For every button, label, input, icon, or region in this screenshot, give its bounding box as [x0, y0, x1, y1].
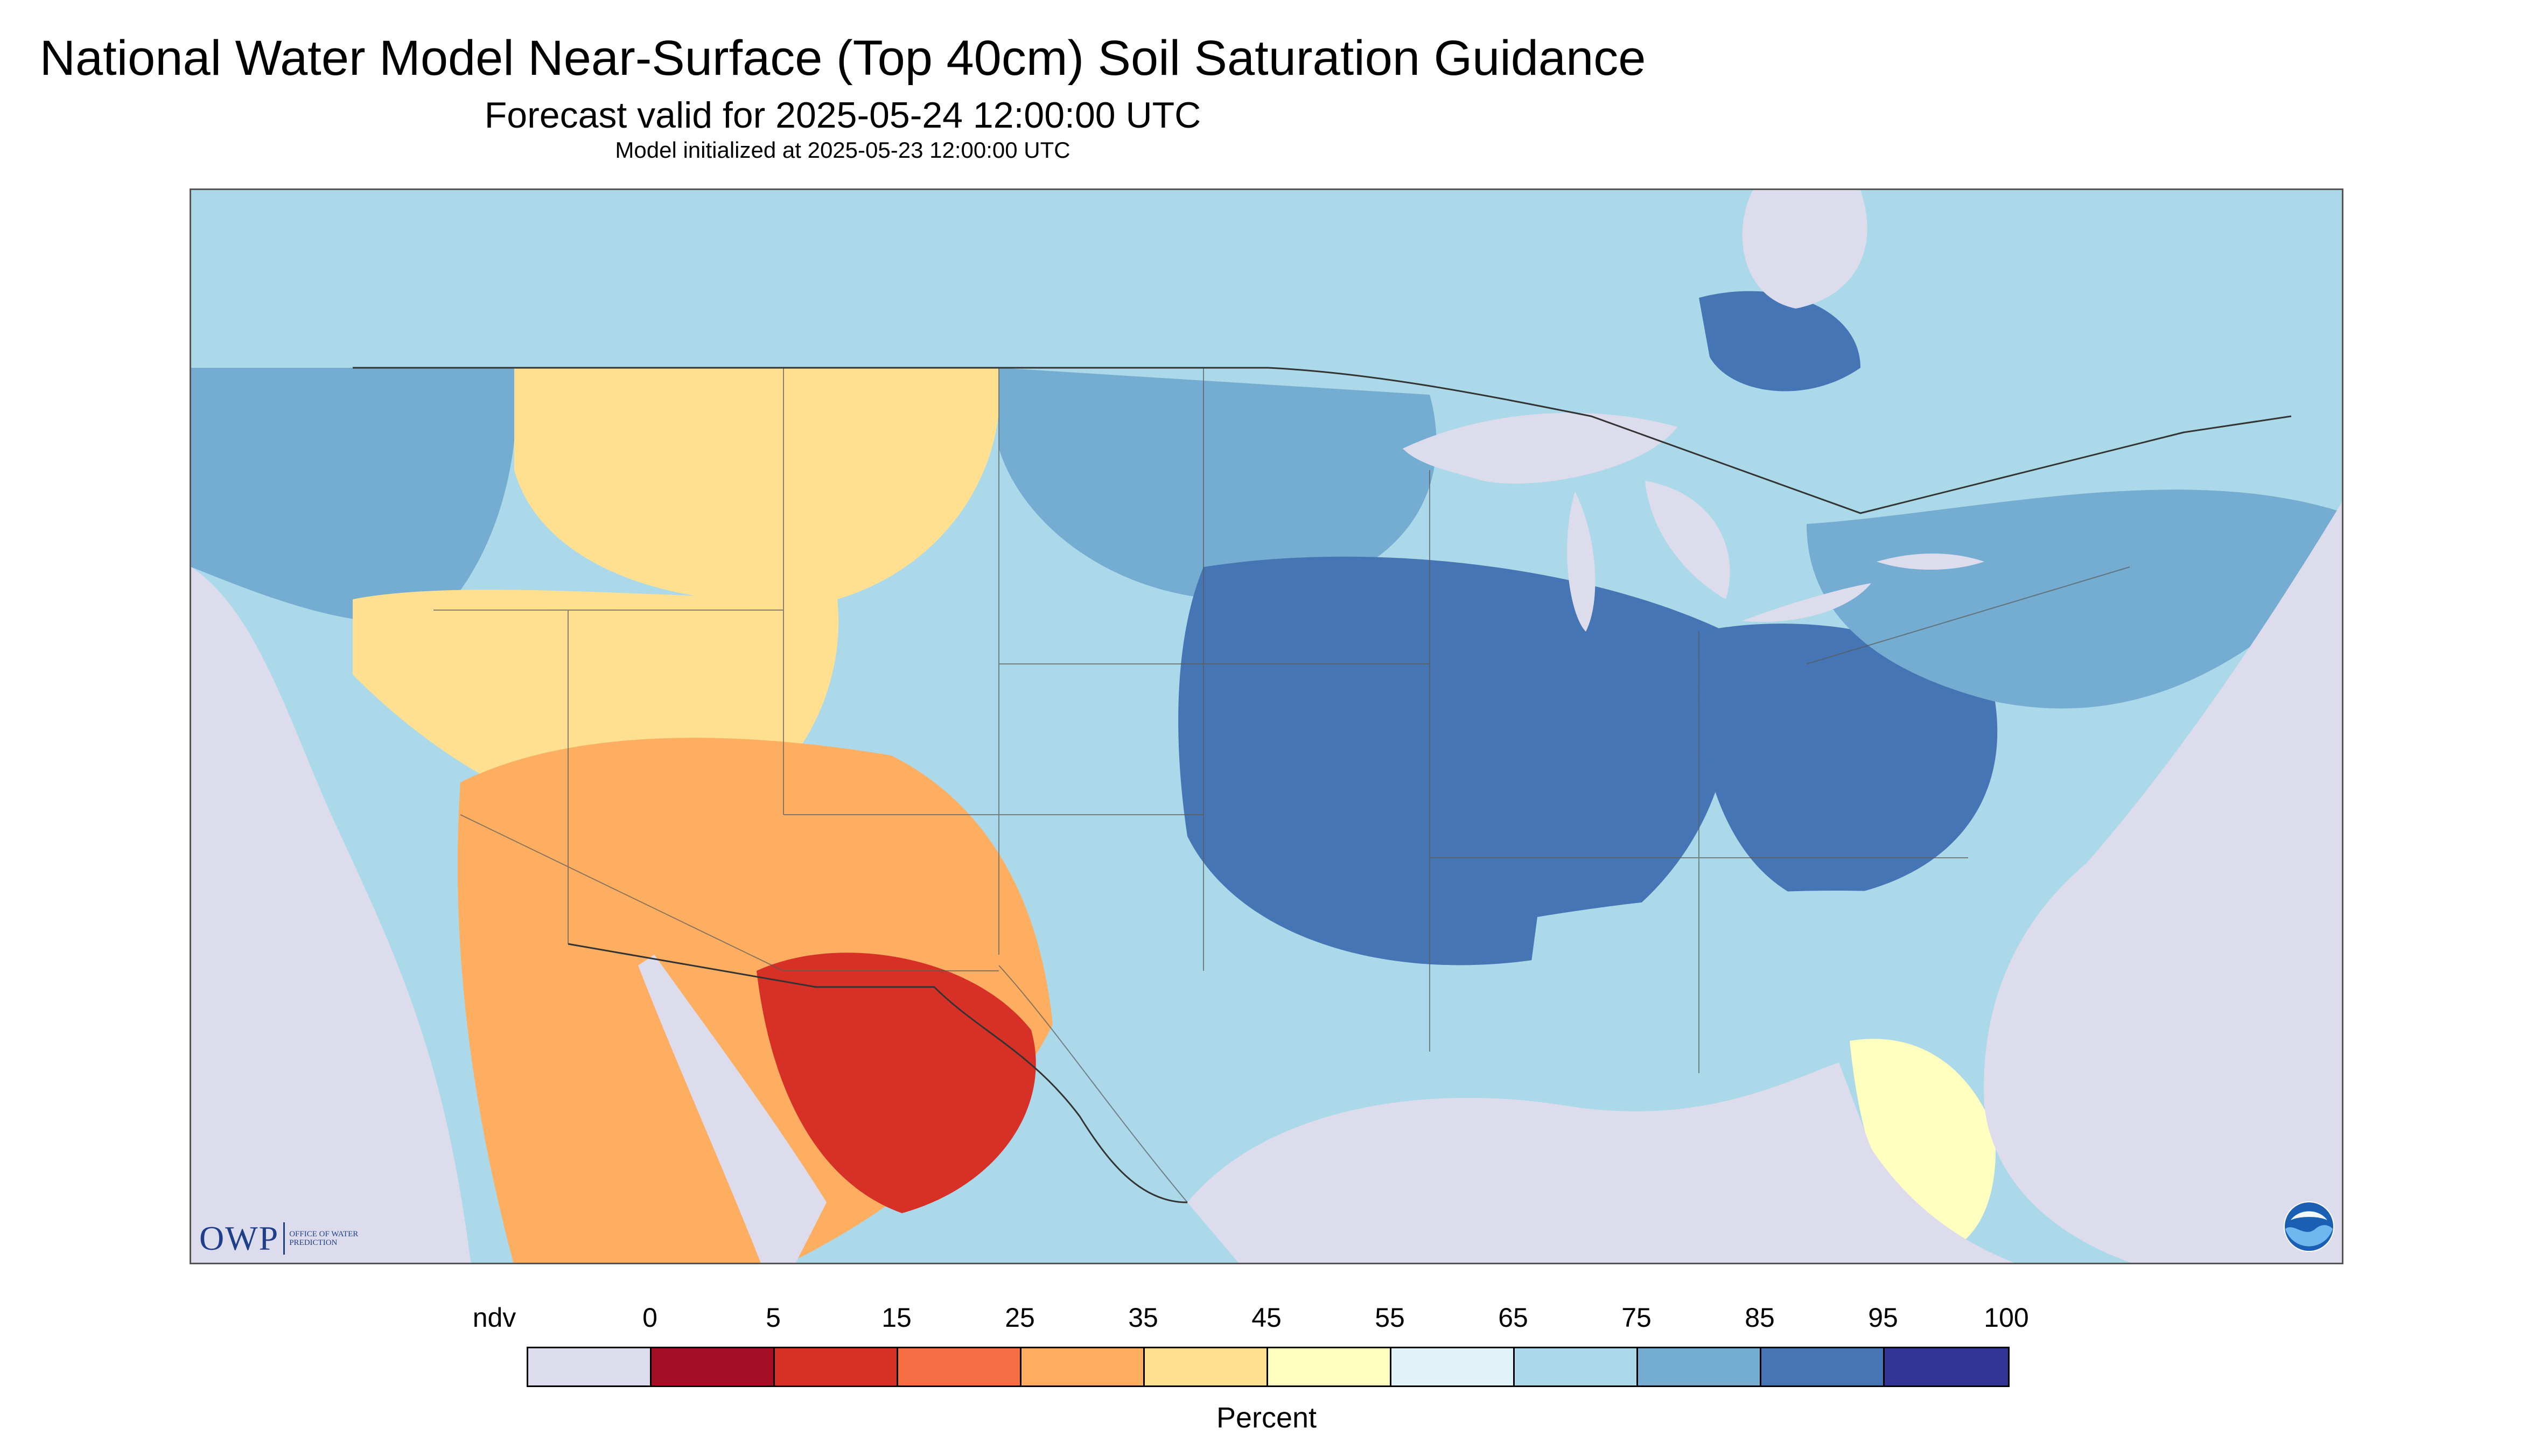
- region-southeast: [1527, 891, 2017, 1074]
- legend-swatch: [1761, 1348, 1885, 1385]
- legend-swatch: [1391, 1348, 1515, 1385]
- legend-tick-label: 35: [1128, 1303, 1158, 1333]
- gulf-of-california: [638, 955, 827, 1263]
- legend-labels: ndv 0 5 15 25 35 45 55 65 75 85 95 100: [0, 1302, 2533, 1340]
- legend-swatch: [1268, 1348, 1391, 1385]
- region-central-plains-midwest: [1178, 556, 1733, 965]
- forecast-valid-time: Forecast valid for 2025-05-24 12:00:00 U…: [484, 95, 1201, 136]
- legend-tick-label: 0: [642, 1303, 657, 1333]
- soil-saturation-map[interactable]: [190, 188, 2343, 1264]
- legend-tick-label: 100: [1984, 1303, 2029, 1333]
- region-ohio-valley: [1697, 624, 1998, 901]
- lake-huron: [1645, 481, 1730, 599]
- color-legend: [527, 1347, 2010, 1387]
- legend-swatch: [1638, 1348, 1761, 1385]
- legend-swatch: [652, 1348, 775, 1385]
- legend-swatch: [775, 1348, 898, 1385]
- model-init-time: Model initialized at 2025-05-23 12:00:00…: [615, 137, 1070, 163]
- legend-tick-label: 15: [881, 1303, 912, 1333]
- legend-swatch: [1885, 1348, 2008, 1385]
- region-northern-plains: [999, 368, 1437, 600]
- region-florida: [1850, 1039, 1996, 1256]
- legend-swatch: [1021, 1348, 1145, 1385]
- legend-swatch: [1145, 1348, 1268, 1385]
- legend-tick-label: 5: [766, 1303, 781, 1333]
- legend-tick-label: ndv: [472, 1303, 516, 1333]
- region-hudson-bay-lowlands: [1699, 291, 1860, 391]
- lake-superior: [1403, 412, 1677, 484]
- legend-tick-label: 65: [1498, 1303, 1528, 1333]
- owp-logo-text: OWP: [199, 1219, 279, 1257]
- legend-tick-label: 25: [1005, 1303, 1035, 1333]
- hudson-bay: [1742, 190, 1867, 309]
- owp-logo-subtext: OFFICE OF WATER PREDICTION: [289, 1230, 359, 1247]
- atlantic-ocean: [1984, 502, 2342, 1263]
- map-title: National Water Model Near-Surface (Top 4…: [39, 31, 1646, 86]
- gulf-of-mexico: [1187, 1062, 2014, 1263]
- legend-title: Percent: [1216, 1402, 1317, 1434]
- lake-michigan: [1567, 492, 1596, 632]
- noaa-logo: [2284, 1201, 2334, 1252]
- legend-tick-label: 55: [1375, 1303, 1405, 1333]
- region-northeast: [1807, 478, 2342, 709]
- legend-tick-label: 75: [1621, 1303, 1652, 1333]
- legend-tick-label: 85: [1745, 1303, 1775, 1333]
- lake-ontario: [1877, 554, 1984, 570]
- legend-tick-label: 95: [1868, 1303, 1898, 1333]
- pacific-ocean: [191, 567, 471, 1263]
- us-canada-border: [353, 367, 2292, 514]
- region-west-texas-chihuahua: [757, 953, 1036, 1213]
- owp-logo: OWP OFFICE OF WATER PREDICTION: [199, 1219, 365, 1257]
- legend-swatch: [898, 1348, 1021, 1385]
- legend-swatch: [528, 1348, 652, 1385]
- region-northern-rockies: [514, 368, 1000, 603]
- owp-logo-divider: [283, 1222, 285, 1255]
- legend-swatch: [1515, 1348, 1638, 1385]
- us-mexico-border: [568, 943, 1188, 1203]
- region-pacific-northwest: [191, 368, 516, 623]
- legend-tick-label: 45: [1251, 1303, 1282, 1333]
- lake-erie: [1742, 583, 1871, 622]
